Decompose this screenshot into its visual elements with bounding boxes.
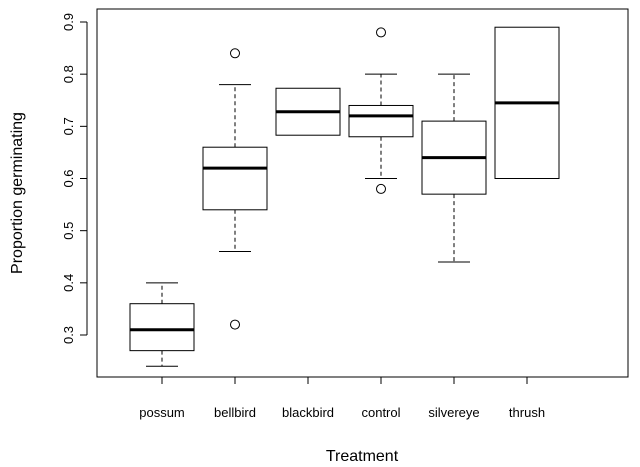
x-tick-label: bellbird	[214, 405, 256, 420]
box	[129, 303, 195, 352]
y-tick-label: 0.9	[61, 13, 76, 31]
box	[202, 146, 268, 211]
y-tick-label: 0.4	[61, 274, 76, 292]
box-group-possum	[129, 282, 195, 367]
x-tick-label: silvereye	[428, 405, 479, 420]
box-group-blackbird	[275, 87, 341, 136]
box-group-control	[348, 27, 414, 194]
y-tick-label: 0.7	[61, 117, 76, 135]
boxes	[129, 26, 560, 367]
y-tick-label: 0.8	[61, 65, 76, 83]
box-group-bellbird	[202, 48, 268, 330]
x-tick-label: blackbird	[282, 405, 334, 420]
y-tick-label: 0.3	[61, 326, 76, 344]
x-axis: possum bellbird blackbird control silvereye t…	[139, 376, 545, 420]
x-axis-title: Treatment	[326, 448, 399, 465]
outlier-point	[376, 27, 386, 38]
box	[348, 104, 414, 138]
box-group-silvereye	[421, 73, 487, 263]
x-tick-label: possum	[139, 405, 185, 420]
y-axis: 0.3 0.4 0.5 0.6 0.7 0.8 0.9	[61, 13, 88, 344]
outlier-point	[376, 183, 386, 194]
x-tick-label: thrush	[509, 405, 545, 420]
y-tick-label: 0.6	[61, 169, 76, 187]
y-axis-title: Proportion germinating	[9, 112, 26, 274]
outlier-point	[230, 48, 240, 59]
y-tick-label: 0.5	[61, 222, 76, 240]
box-group-thrush	[494, 26, 560, 180]
outlier-point	[230, 319, 240, 330]
x-tick-label: control	[361, 405, 400, 420]
